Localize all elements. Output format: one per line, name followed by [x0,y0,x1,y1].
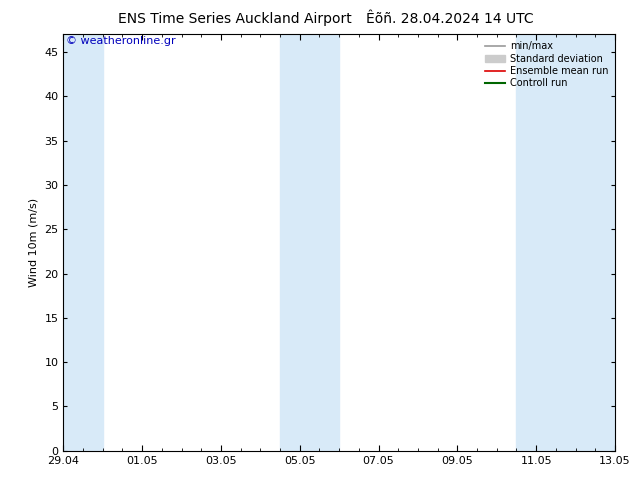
Legend: min/max, Standard deviation, Ensemble mean run, Controll run: min/max, Standard deviation, Ensemble me… [481,37,612,92]
Bar [280,34,339,451]
Text: ENS Time Series Auckland Airport: ENS Time Series Auckland Airport [118,12,351,26]
Bar [51,34,103,451]
Bar [517,34,627,451]
Text: Êõñ. 28.04.2024 14 UTC: Êõñ. 28.04.2024 14 UTC [366,12,534,26]
Y-axis label: Wind 10m (m/s): Wind 10m (m/s) [29,198,39,287]
Text: © weatheronline.gr: © weatheronline.gr [66,36,176,47]
